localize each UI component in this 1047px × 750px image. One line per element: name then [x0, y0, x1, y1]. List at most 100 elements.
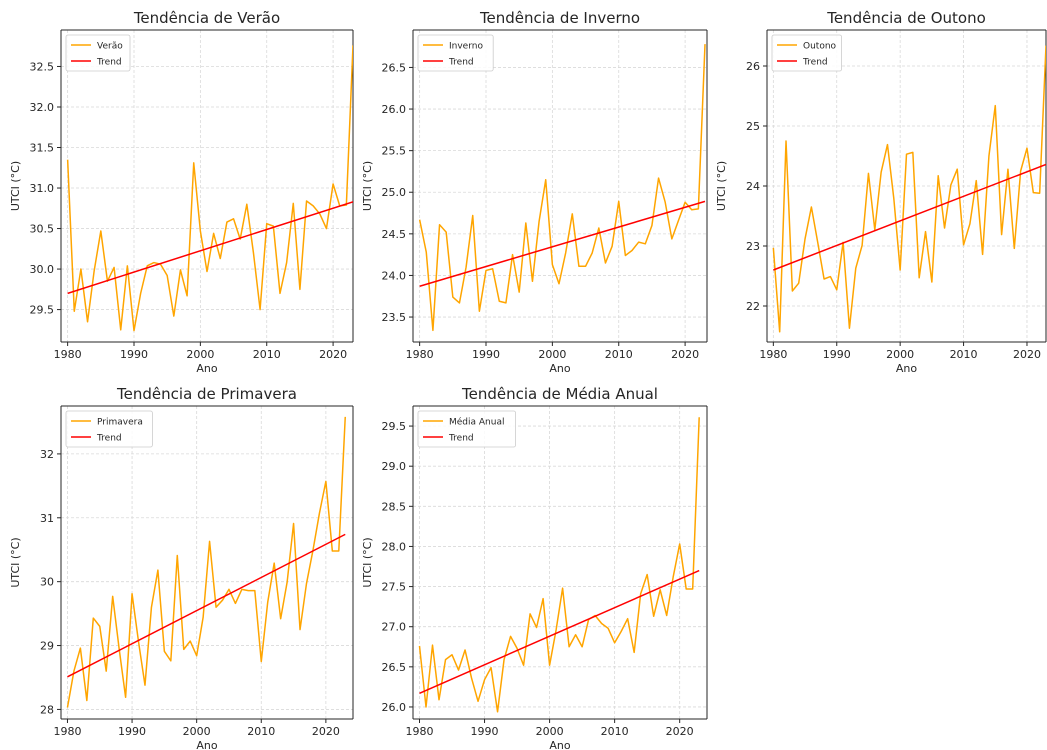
y-tick-label: 26.0 — [382, 701, 407, 714]
legend-box — [417, 34, 494, 72]
x-tick-label: 1990 — [472, 348, 500, 361]
x-tick-label: 2000 — [886, 348, 914, 361]
legend-series-label: Outono — [803, 42, 837, 52]
x-tick-label: 2010 — [950, 348, 978, 361]
x-tick-label: 1980 — [406, 725, 434, 738]
series-line — [66, 416, 346, 708]
x-tick-label: 2010 — [247, 725, 275, 738]
y-tick-label: 29.5 — [382, 420, 407, 433]
x-tick-label: 1990 — [120, 348, 148, 361]
y-tick-label: 29 — [40, 640, 54, 653]
x-axis-label: Ano — [196, 739, 217, 750]
y-tick-label: 26.5 — [382, 61, 407, 74]
y-tick-label: 30 — [40, 576, 54, 589]
chart-panel: 1980 1990 2000 2010 2020 22 23 24 25 26 Ano UTCI (°… — [715, 9, 1047, 375]
y-axis-label: UTCI (°C) — [361, 161, 374, 211]
y-tick-label: 23 — [746, 240, 760, 253]
legend-series-label: Inverno — [449, 42, 483, 52]
chart-panel: 1980 1990 2000 2010 2020 28 29 30 31 32 Ano UTCI (°… — [9, 385, 354, 750]
series-line — [66, 45, 353, 332]
legend-series-label: Média Anual — [449, 417, 504, 428]
legend-trend-label: Trend — [96, 58, 122, 68]
y-tick-label: 22 — [746, 300, 760, 313]
y-tick-label: 30.5 — [30, 223, 55, 236]
y-tick-label: 29.5 — [30, 304, 55, 317]
x-tick-label: 2010 — [605, 348, 633, 361]
x-axis-label: Ano — [896, 362, 917, 375]
y-tick-label: 26.0 — [382, 103, 407, 116]
y-tick-label: 31.0 — [30, 182, 55, 195]
y-tick-label: 26 — [746, 60, 760, 73]
chart-panel: 1980 1990 2000 2010 2020 23.5 24.0 24.5 25.0 25.5… — [361, 9, 708, 375]
y-tick-label: 27.5 — [382, 581, 407, 594]
series-line — [418, 44, 706, 332]
y-tick-label: 28.0 — [382, 540, 407, 553]
y-tick-label: 31.5 — [30, 142, 55, 155]
legend-box — [65, 34, 131, 72]
trend-line — [67, 533, 346, 678]
x-tick-label: 2020 — [666, 725, 694, 738]
y-tick-label: 24.5 — [382, 228, 407, 241]
legend-trend-label: Trend — [802, 58, 828, 68]
chart-panel: 1980 1990 2000 2010 2020 26.0 26.5 27.0 27.5 28.0… — [361, 385, 708, 750]
trend-line — [419, 569, 700, 695]
y-axis-label: UTCI (°C) — [9, 537, 22, 587]
y-tick-label: 23.5 — [382, 311, 407, 324]
y-axis-label: UTCI (°C) — [361, 537, 374, 587]
y-tick-label: 25 — [746, 120, 760, 133]
series-line — [772, 45, 1046, 333]
legend-trend-label: Trend — [448, 58, 474, 68]
y-tick-label: 25.0 — [382, 186, 407, 199]
x-tick-label: 2000 — [536, 725, 564, 738]
legend-box — [771, 34, 842, 72]
x-axis-label: Ano — [549, 362, 570, 375]
chart-panel: 1980 1990 2000 2010 2020 29.5 30.0 30.5 31.0 31.5… — [9, 9, 354, 375]
legend-box — [65, 410, 153, 448]
chart-title: Tendência de Primavera — [116, 385, 297, 403]
y-tick-label: 32.0 — [30, 101, 55, 114]
y-tick-label: 32 — [40, 448, 54, 461]
x-tick-label: 2010 — [253, 348, 281, 361]
y-tick-label: 25.5 — [382, 145, 407, 158]
x-tick-label: 1990 — [118, 725, 146, 738]
y-tick-label: 32.5 — [30, 60, 55, 73]
y-tick-label: 27.0 — [382, 621, 407, 634]
x-tick-label: 2020 — [312, 725, 340, 738]
chart-title: Tendência de Verão — [133, 9, 280, 27]
trend-line — [67, 201, 353, 295]
x-tick-label: 1990 — [823, 348, 851, 361]
trend-line — [773, 163, 1046, 271]
x-tick-label: 1980 — [53, 725, 81, 738]
x-tick-label: 2000 — [183, 725, 211, 738]
legend-box — [417, 410, 516, 448]
x-tick-label: 1980 — [759, 348, 787, 361]
x-tick-label: 1990 — [471, 725, 499, 738]
chart-title: Tendência de Outono — [826, 9, 986, 27]
x-tick-label: 2020 — [671, 348, 699, 361]
y-tick-label: 24 — [746, 180, 760, 193]
y-tick-label: 28.5 — [382, 500, 407, 513]
x-tick-label: 2000 — [186, 348, 214, 361]
chart-title: Tendência de Inverno — [479, 9, 640, 27]
y-tick-label: 24.0 — [382, 269, 407, 282]
x-axis-label: Ano — [549, 739, 570, 750]
legend-series-label: Verão — [97, 42, 123, 52]
x-axis-label: Ano — [196, 362, 217, 375]
legend-trend-label: Trend — [448, 434, 474, 444]
chart-title: Tendência de Média Anual — [461, 385, 658, 403]
x-tick-label: 1980 — [54, 348, 82, 361]
x-tick-label: 2020 — [319, 348, 347, 361]
y-axis-label: UTCI (°C) — [9, 161, 22, 211]
series-line — [418, 417, 700, 713]
y-tick-label: 29.0 — [382, 460, 407, 473]
y-tick-label: 26.5 — [382, 661, 407, 674]
x-tick-label: 2010 — [601, 725, 629, 738]
legend-series-label: Primavera — [97, 418, 143, 428]
y-tick-label: 30.0 — [30, 263, 55, 276]
x-tick-label: 2020 — [1013, 348, 1041, 361]
trend-line — [419, 200, 706, 287]
y-tick-label: 31 — [40, 512, 54, 525]
legend-trend-label: Trend — [96, 434, 122, 444]
y-tick-label: 28 — [40, 703, 54, 716]
